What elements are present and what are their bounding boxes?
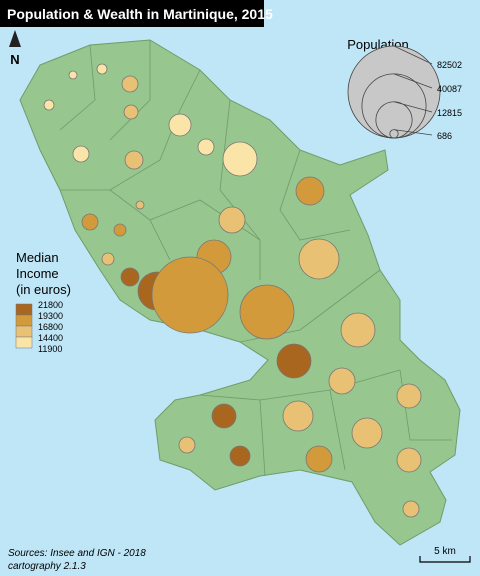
income-legend-label: 16800: [38, 322, 63, 332]
population-legend-label: 82502: [437, 60, 462, 70]
commune-circle: [124, 150, 144, 170]
population-legend-leader: [393, 73, 433, 89]
commune-circle: [96, 63, 108, 75]
income-legend-title: Median: [16, 250, 59, 265]
population-legend-circle: [347, 45, 441, 139]
income-legend-label: 19300: [38, 311, 63, 321]
commune-circle: [298, 238, 340, 280]
commune-circle: [168, 113, 192, 137]
population-legend-label: 12815: [437, 108, 462, 118]
title: Population & Wealth in Martinique, 2015: [7, 6, 273, 22]
commune-circle: [123, 104, 139, 120]
commune-circle: [218, 206, 246, 234]
commune-circle: [121, 75, 139, 93]
commune-circle: [229, 445, 251, 467]
commune-circle: [178, 436, 196, 454]
population-legend-leader: [393, 129, 433, 136]
commune-circle: [396, 447, 422, 473]
title-box: [0, 0, 264, 27]
north-arrow: [9, 30, 21, 47]
population-legend: 82502 40087 12815 686: [347, 45, 462, 141]
income-legend-swatch: [15, 325, 33, 338]
income-legend-label: 14400: [38, 333, 63, 343]
commune-circle: [340, 312, 376, 348]
commune-circle: [135, 200, 145, 210]
north-label: N: [10, 52, 19, 67]
commune-circle: [351, 417, 383, 449]
population-legend-leader: [393, 101, 433, 113]
income-legend-title: Income: [16, 266, 59, 281]
income-legend-label: 11900: [38, 344, 62, 354]
commune-circle: [101, 252, 115, 266]
income-legend-swatch: [15, 303, 33, 316]
commune-circle: [72, 145, 90, 163]
population-legend-leader: [393, 45, 433, 65]
commune-circle: [151, 256, 229, 334]
commune-circle: [113, 223, 127, 237]
commune-circle: [282, 400, 314, 432]
commune-circle: [402, 500, 420, 518]
scale-bar: [419, 556, 471, 563]
income-legend-label: 21800: [38, 300, 63, 310]
commune-circle: [396, 383, 422, 409]
credit: cartography 2.1.3: [8, 561, 86, 572]
commune-circles: [43, 63, 422, 518]
population-legend-label: 40087: [437, 84, 462, 94]
income-legend-swatch: [15, 336, 33, 349]
commune-circle: [328, 367, 356, 395]
commune-circle: [276, 343, 312, 379]
commune-circle: [81, 213, 99, 231]
population-legend-label: 686: [437, 131, 452, 141]
commune-circle: [197, 138, 215, 156]
commune-circle: [43, 99, 55, 111]
scale-label: 5 km: [434, 546, 456, 557]
income-legend-title: (in euros): [16, 282, 71, 297]
sources: Sources: Insee and IGN - 2018: [8, 548, 146, 559]
commune-circle: [211, 403, 237, 429]
income-legend-swatch: [15, 314, 33, 327]
commune-circle: [68, 70, 78, 80]
commune-circle: [120, 267, 140, 287]
commune-circle: [305, 445, 333, 473]
commune-circle: [222, 141, 258, 177]
commune-circle: [239, 284, 295, 340]
commune-circle: [295, 176, 325, 206]
